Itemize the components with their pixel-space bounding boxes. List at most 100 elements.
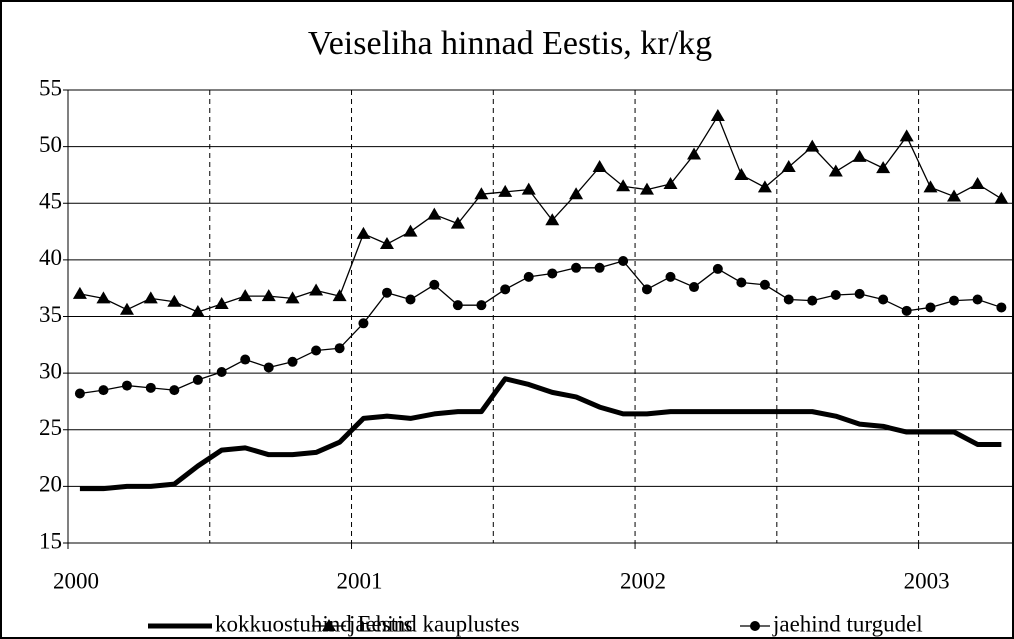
legend-label: jaehind turgudel (772, 611, 923, 636)
data-point (876, 161, 891, 174)
data-point (240, 354, 251, 365)
data-point (523, 271, 534, 282)
data-point (450, 216, 465, 229)
data-point (616, 179, 631, 192)
data-point (547, 268, 558, 279)
data-point (901, 305, 912, 316)
data-point (639, 182, 654, 195)
data-point (285, 291, 300, 304)
data-point (545, 213, 560, 226)
data-point (736, 277, 747, 288)
data-point (807, 295, 818, 306)
data-point (687, 147, 702, 160)
data-point (781, 160, 796, 173)
data-point (427, 207, 442, 220)
y-tick-label: 55 (39, 75, 62, 100)
data-point (334, 343, 345, 354)
data-point (358, 318, 369, 329)
data-point (949, 295, 960, 306)
data-point (238, 289, 253, 302)
data-point (641, 284, 652, 295)
data-point (757, 180, 772, 193)
legend-marker (322, 619, 336, 631)
legend-label: kokkuostuhind Eestis (215, 611, 412, 636)
data-point (332, 289, 347, 302)
data-point (429, 279, 440, 290)
data-point (854, 288, 865, 299)
data-point (689, 282, 700, 293)
data-point (663, 176, 678, 189)
data-point (379, 237, 394, 250)
data-point (830, 289, 841, 300)
data-point (828, 164, 843, 177)
data-point (994, 191, 1009, 204)
data-point (405, 294, 416, 305)
y-tick-label: 45 (39, 189, 62, 214)
data-point (311, 345, 322, 356)
data-point (403, 224, 418, 237)
data-point (805, 139, 820, 152)
data-point (121, 380, 132, 391)
legend-marker (750, 621, 760, 631)
data-point (452, 300, 463, 311)
data-point (592, 160, 607, 173)
series-line (79, 115, 1002, 313)
data-point (925, 302, 936, 313)
data-point (214, 297, 229, 310)
data-point (169, 385, 180, 396)
data-point (759, 279, 770, 290)
x-tick-label: 2002 (620, 568, 666, 593)
data-point (521, 182, 536, 195)
data-point (167, 294, 182, 307)
data-point (381, 287, 392, 298)
data-point (734, 167, 749, 180)
data-point (710, 109, 725, 122)
data-point (852, 149, 867, 162)
data-point (569, 187, 584, 200)
data-point (143, 291, 158, 304)
data-point (996, 302, 1007, 313)
data-point (309, 283, 324, 296)
legend-label: jaehind kauplustes (348, 611, 520, 636)
data-point (594, 262, 605, 273)
data-point (119, 302, 134, 315)
data-point (972, 294, 983, 305)
data-point (500, 284, 511, 295)
data-point (476, 300, 487, 311)
data-point (712, 263, 723, 274)
data-point (98, 385, 109, 396)
data-point (287, 356, 298, 367)
data-point (145, 382, 156, 393)
y-tick-label: 15 (39, 528, 62, 553)
data-point (571, 262, 582, 273)
data-point (618, 256, 629, 267)
x-tick-label: 2001 (337, 568, 383, 593)
data-point (190, 304, 205, 317)
data-point (263, 362, 274, 373)
y-tick-label: 50 (39, 132, 62, 157)
data-point (665, 271, 676, 282)
y-tick-label: 20 (39, 472, 62, 497)
data-point (947, 189, 962, 202)
chart-title: Veiseliha hinnad Eestis, kr/kg (308, 25, 712, 62)
x-tick-label: 2003 (904, 568, 950, 593)
series-line (79, 260, 1002, 395)
data-point (192, 374, 203, 385)
data-point (783, 294, 794, 305)
y-tick-label: 35 (39, 302, 62, 327)
y-tick-label: 30 (39, 358, 62, 383)
data-point (216, 366, 227, 377)
data-point (74, 388, 85, 399)
x-tick-label: 2000 (53, 568, 99, 593)
data-point (498, 184, 513, 197)
data-point (970, 176, 985, 189)
y-tick-label: 40 (39, 245, 62, 270)
data-point (474, 187, 489, 200)
data-point (96, 291, 111, 304)
data-point (923, 180, 938, 193)
data-point (356, 226, 371, 239)
y-tick-label: 25 (39, 415, 62, 440)
data-point (261, 289, 276, 302)
